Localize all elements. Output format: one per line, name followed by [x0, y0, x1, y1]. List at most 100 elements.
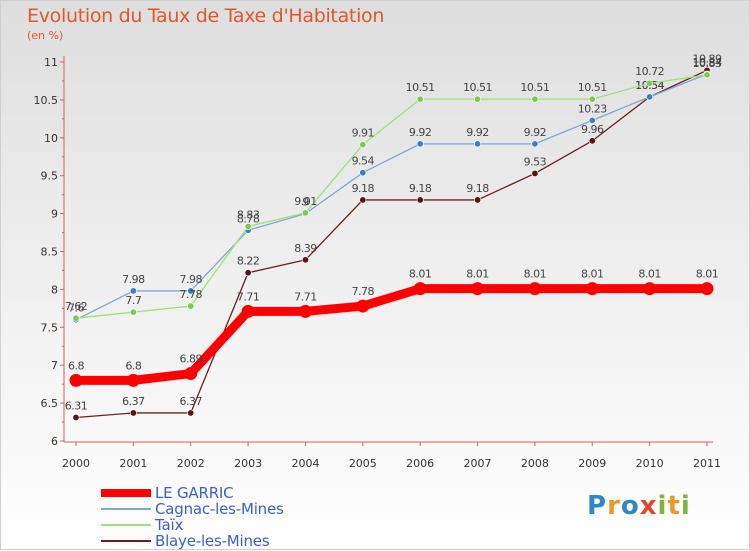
data-label: 9.18: [409, 182, 432, 195]
data-label: 8.39: [294, 242, 317, 255]
x-tick-label: 2006: [406, 457, 434, 470]
data-label: 9.18: [352, 182, 375, 195]
data-point: [187, 409, 195, 417]
y-tick-label: 7.5: [41, 321, 59, 334]
data-point: [129, 409, 137, 417]
data-label: 8.01: [638, 268, 661, 281]
data-label: 10.51: [463, 81, 492, 94]
logo-letter: P: [587, 491, 608, 521]
data-label: 9.92: [524, 126, 547, 139]
series-line: [75, 73, 708, 321]
data-label: 6.8: [68, 359, 84, 372]
data-label: 10.72: [635, 65, 664, 78]
x-tick-label: 2004: [291, 457, 319, 470]
data-point: [356, 299, 370, 313]
data-point: [69, 373, 83, 387]
data-point: [244, 269, 252, 277]
x-tick-label: 2005: [349, 457, 377, 470]
y-tick-label: 10.5: [34, 94, 59, 107]
data-point: [643, 282, 657, 296]
data-point: [531, 169, 539, 177]
data-point: [703, 71, 711, 79]
data-label: 10.83: [693, 57, 722, 70]
legend-label: LE GARRIC: [155, 484, 234, 502]
data-label: 10.84: [693, 56, 722, 69]
data-label: 9.92: [466, 126, 489, 139]
data-label: 6.8: [125, 359, 141, 372]
y-tick-label: 6: [51, 435, 58, 448]
data-label: 10.51: [406, 81, 435, 94]
data-label: 6.37: [179, 395, 202, 408]
x-tick-label: 2010: [636, 457, 664, 470]
y-tick-label: 8.5: [41, 246, 59, 259]
x-tick-label: 2009: [578, 457, 606, 470]
x-tick-label: 2007: [464, 457, 492, 470]
data-label: 9.18: [466, 182, 489, 195]
logo-letter: r: [607, 491, 621, 521]
data-point: [646, 79, 654, 87]
data-point: [126, 373, 140, 387]
data-label: 6.89: [179, 353, 202, 366]
data-point: [528, 282, 542, 296]
logo-letter: t: [667, 491, 681, 521]
data-label: 9.54: [352, 155, 375, 168]
logo-letter: i: [657, 491, 668, 521]
legend-swatch: [101, 524, 151, 526]
y-tick-label: 6.5: [41, 397, 59, 410]
y-tick-label: 9.5: [41, 170, 59, 183]
x-tick-label: 2003: [234, 457, 262, 470]
data-point: [588, 116, 596, 124]
data-point: [585, 282, 599, 296]
y-tick-label: 10: [44, 132, 58, 145]
y-tick-label: 11: [44, 56, 58, 69]
legend-swatch: [101, 508, 151, 510]
data-label: 9: [302, 196, 309, 209]
proxiti-logo: Proxiti: [587, 491, 691, 521]
data-label: 6.31: [65, 400, 88, 413]
data-point: [298, 304, 312, 318]
x-tick-label: 2011: [693, 457, 721, 470]
series-line: [76, 284, 707, 385]
data-point: [241, 304, 255, 318]
data-label: 8.01: [409, 268, 432, 281]
data-point: [531, 95, 539, 103]
chart-unit: (en %): [27, 29, 64, 42]
data-point: [416, 140, 424, 148]
y-tick-label: 7: [51, 359, 58, 372]
data-label: 7.7: [125, 294, 141, 307]
data-point: [359, 141, 367, 149]
data-label: 7.78: [352, 285, 375, 298]
data-label: 8.78: [237, 212, 260, 225]
y-tick-label: 8: [51, 283, 58, 296]
data-label: 7.71: [237, 290, 260, 303]
data-label: 9.01: [294, 195, 317, 208]
data-point: [588, 95, 596, 103]
data-point: [474, 95, 482, 103]
series-line: [75, 74, 708, 319]
data-point: [416, 95, 424, 103]
legend-label: Blaye-les-Mines: [155, 532, 270, 550]
x-tick-label: 2001: [119, 457, 147, 470]
series-line: [75, 69, 708, 419]
data-label: 8.83: [237, 208, 260, 221]
data-label: 8.01: [696, 268, 719, 281]
data-point: [474, 140, 482, 148]
data-point: [474, 196, 482, 204]
data-point: [646, 93, 654, 101]
data-point: [187, 302, 195, 310]
data-point: [129, 287, 137, 295]
data-point: [301, 256, 309, 264]
x-tick-label: 2000: [62, 457, 90, 470]
data-point: [129, 308, 137, 316]
data-point: [416, 196, 424, 204]
data-label: 10.51: [578, 81, 607, 94]
logo-letter: i: [680, 491, 691, 521]
data-label: 7.6: [68, 302, 84, 315]
data-label: 7.71: [294, 290, 317, 303]
legend-swatch: [101, 540, 151, 542]
data-label: 7.98: [179, 273, 202, 286]
data-point: [471, 282, 485, 296]
legend-label: Cagnac-les-Mines: [155, 500, 284, 518]
data-point: [72, 314, 80, 322]
